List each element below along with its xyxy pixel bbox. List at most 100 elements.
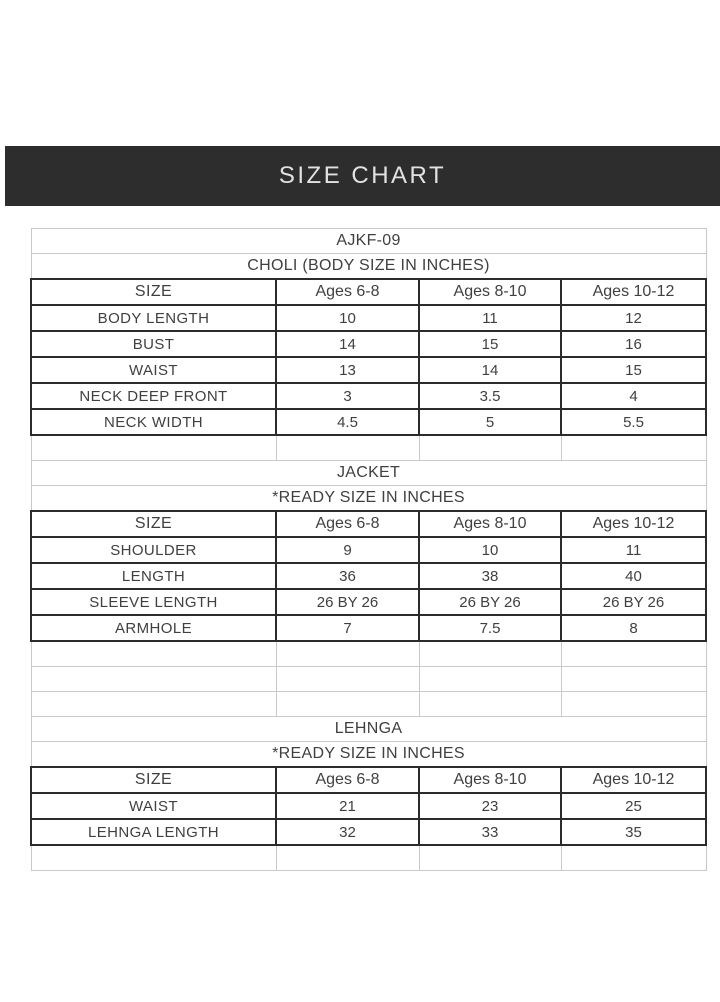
empty-cell (30, 666, 277, 692)
section-subtitle-row: *READY SIZE IN INCHES (30, 485, 707, 512)
column-header-size: SIZE (30, 766, 277, 794)
value-cell: 3.5 (418, 382, 562, 410)
value-cell: 10 (275, 304, 420, 332)
value-cell: 13 (275, 356, 420, 384)
value-cell: 26 BY 26 (559, 588, 708, 616)
value-cell: 9 (275, 536, 420, 564)
column-header-size: SIZE (30, 278, 277, 306)
value-cell: 26 BY 26 (275, 588, 420, 616)
empty-row (30, 844, 707, 871)
empty-cell (275, 434, 420, 461)
empty-cell (418, 666, 562, 692)
product-code: AJKF-09 (30, 228, 707, 254)
section-title-row: JACKET (30, 460, 707, 486)
banner-title: SIZE CHART (278, 162, 447, 189)
empty-row (30, 434, 707, 461)
section-title-row: AJKF-09 (30, 228, 707, 254)
row-label: SHOULDER (30, 536, 277, 564)
row-label: WAIST (30, 792, 277, 820)
empty-cell (418, 434, 562, 461)
value-cell: 38 (418, 562, 562, 590)
row-label: BODY LENGTH (30, 304, 277, 332)
empty-cell (30, 691, 277, 717)
section-subtitle-row: CHOLI (BODY SIZE IN INCHES) (30, 253, 707, 280)
section-subtitle-row: *READY SIZE IN INCHES (30, 741, 707, 768)
value-cell: 12 (559, 304, 708, 332)
table-header-row: SIZE Ages 6-8 Ages 8-10 Ages 10-12 (30, 510, 708, 538)
row-label: ARMHOLE (30, 614, 277, 642)
column-header-age: Ages 8-10 (418, 510, 562, 538)
row-label: LENGTH (30, 562, 277, 590)
size-chart-area: AJKF-09 CHOLI (BODY SIZE IN INCHES) SIZE Ag… (30, 228, 708, 871)
size-chart-table: AJKF-09 CHOLI (BODY SIZE IN INCHES) SIZE Ag… (30, 228, 708, 871)
empty-cell (560, 434, 707, 461)
value-cell: 7.5 (418, 614, 562, 642)
column-header-age: Ages 8-10 (418, 278, 562, 306)
value-cell: 10 (418, 536, 562, 564)
value-cell: 21 (275, 792, 420, 820)
value-cell: 25 (559, 792, 708, 820)
empty-cell (418, 640, 562, 667)
column-header-age: Ages 10-12 (559, 278, 708, 306)
value-cell: 36 (275, 562, 420, 590)
table-row: SHOULDER 9 10 11 (30, 536, 708, 564)
row-label: NECK WIDTH (30, 408, 277, 436)
section-title: LEHNGA (30, 716, 707, 742)
table-header-row: SIZE Ages 6-8 Ages 8-10 Ages 10-12 (30, 766, 708, 794)
value-cell: 14 (418, 356, 562, 384)
table-row: ARMHOLE 7 7.5 8 (30, 614, 708, 642)
row-label: WAIST (30, 356, 277, 384)
table-row: NECK WIDTH 4.5 5 5.5 (30, 408, 708, 436)
section-title: JACKET (30, 460, 707, 486)
size-table-body: AJKF-09 CHOLI (BODY SIZE IN INCHES) SIZE Ag… (30, 228, 708, 871)
empty-cell (30, 434, 277, 461)
column-header-age: Ages 8-10 (418, 766, 562, 794)
empty-cell (30, 640, 277, 667)
section-subtitle: *READY SIZE IN INCHES (30, 741, 707, 768)
row-label: NECK DEEP FRONT (30, 382, 277, 410)
column-header-age: Ages 6-8 (275, 766, 420, 794)
empty-cell (275, 691, 420, 717)
section-title-row: LEHNGA (30, 716, 707, 742)
empty-cell (30, 844, 277, 871)
value-cell: 23 (418, 792, 562, 820)
value-cell: 7 (275, 614, 420, 642)
value-cell: 14 (275, 330, 420, 358)
value-cell: 11 (418, 304, 562, 332)
empty-row (30, 640, 707, 667)
section-subtitle: *READY SIZE IN INCHES (30, 485, 707, 512)
table-row: NECK DEEP FRONT 3 3.5 4 (30, 382, 708, 410)
value-cell: 16 (559, 330, 708, 358)
empty-row (30, 666, 707, 692)
value-cell: 15 (418, 330, 562, 358)
empty-cell (560, 844, 707, 871)
value-cell: 8 (559, 614, 708, 642)
value-cell: 4.5 (275, 408, 420, 436)
column-header-age: Ages 10-12 (559, 510, 708, 538)
empty-cell (560, 666, 707, 692)
value-cell: 5 (418, 408, 562, 436)
column-header-age: Ages 6-8 (275, 510, 420, 538)
value-cell: 40 (559, 562, 708, 590)
table-row: WAIST 21 23 25 (30, 792, 708, 820)
empty-cell (560, 691, 707, 717)
empty-cell (275, 666, 420, 692)
value-cell: 11 (559, 536, 708, 564)
table-row: SLEEVE LENGTH 26 BY 26 26 BY 26 26 BY 26 (30, 588, 708, 616)
section-subtitle: CHOLI (BODY SIZE IN INCHES) (30, 253, 707, 280)
row-label: LEHNGA LENGTH (30, 818, 277, 846)
column-header-age: Ages 10-12 (559, 766, 708, 794)
value-cell: 33 (418, 818, 562, 846)
empty-row (30, 691, 707, 717)
empty-cell (275, 640, 420, 667)
value-cell: 15 (559, 356, 708, 384)
row-label: BUST (30, 330, 277, 358)
table-row: WAIST 13 14 15 (30, 356, 708, 384)
table-row: BUST 14 15 16 (30, 330, 708, 358)
value-cell: 32 (275, 818, 420, 846)
table-row: LEHNGA LENGTH 32 33 35 (30, 818, 708, 846)
empty-cell (418, 691, 562, 717)
table-header-row: SIZE Ages 6-8 Ages 8-10 Ages 10-12 (30, 278, 708, 306)
value-cell: 35 (559, 818, 708, 846)
